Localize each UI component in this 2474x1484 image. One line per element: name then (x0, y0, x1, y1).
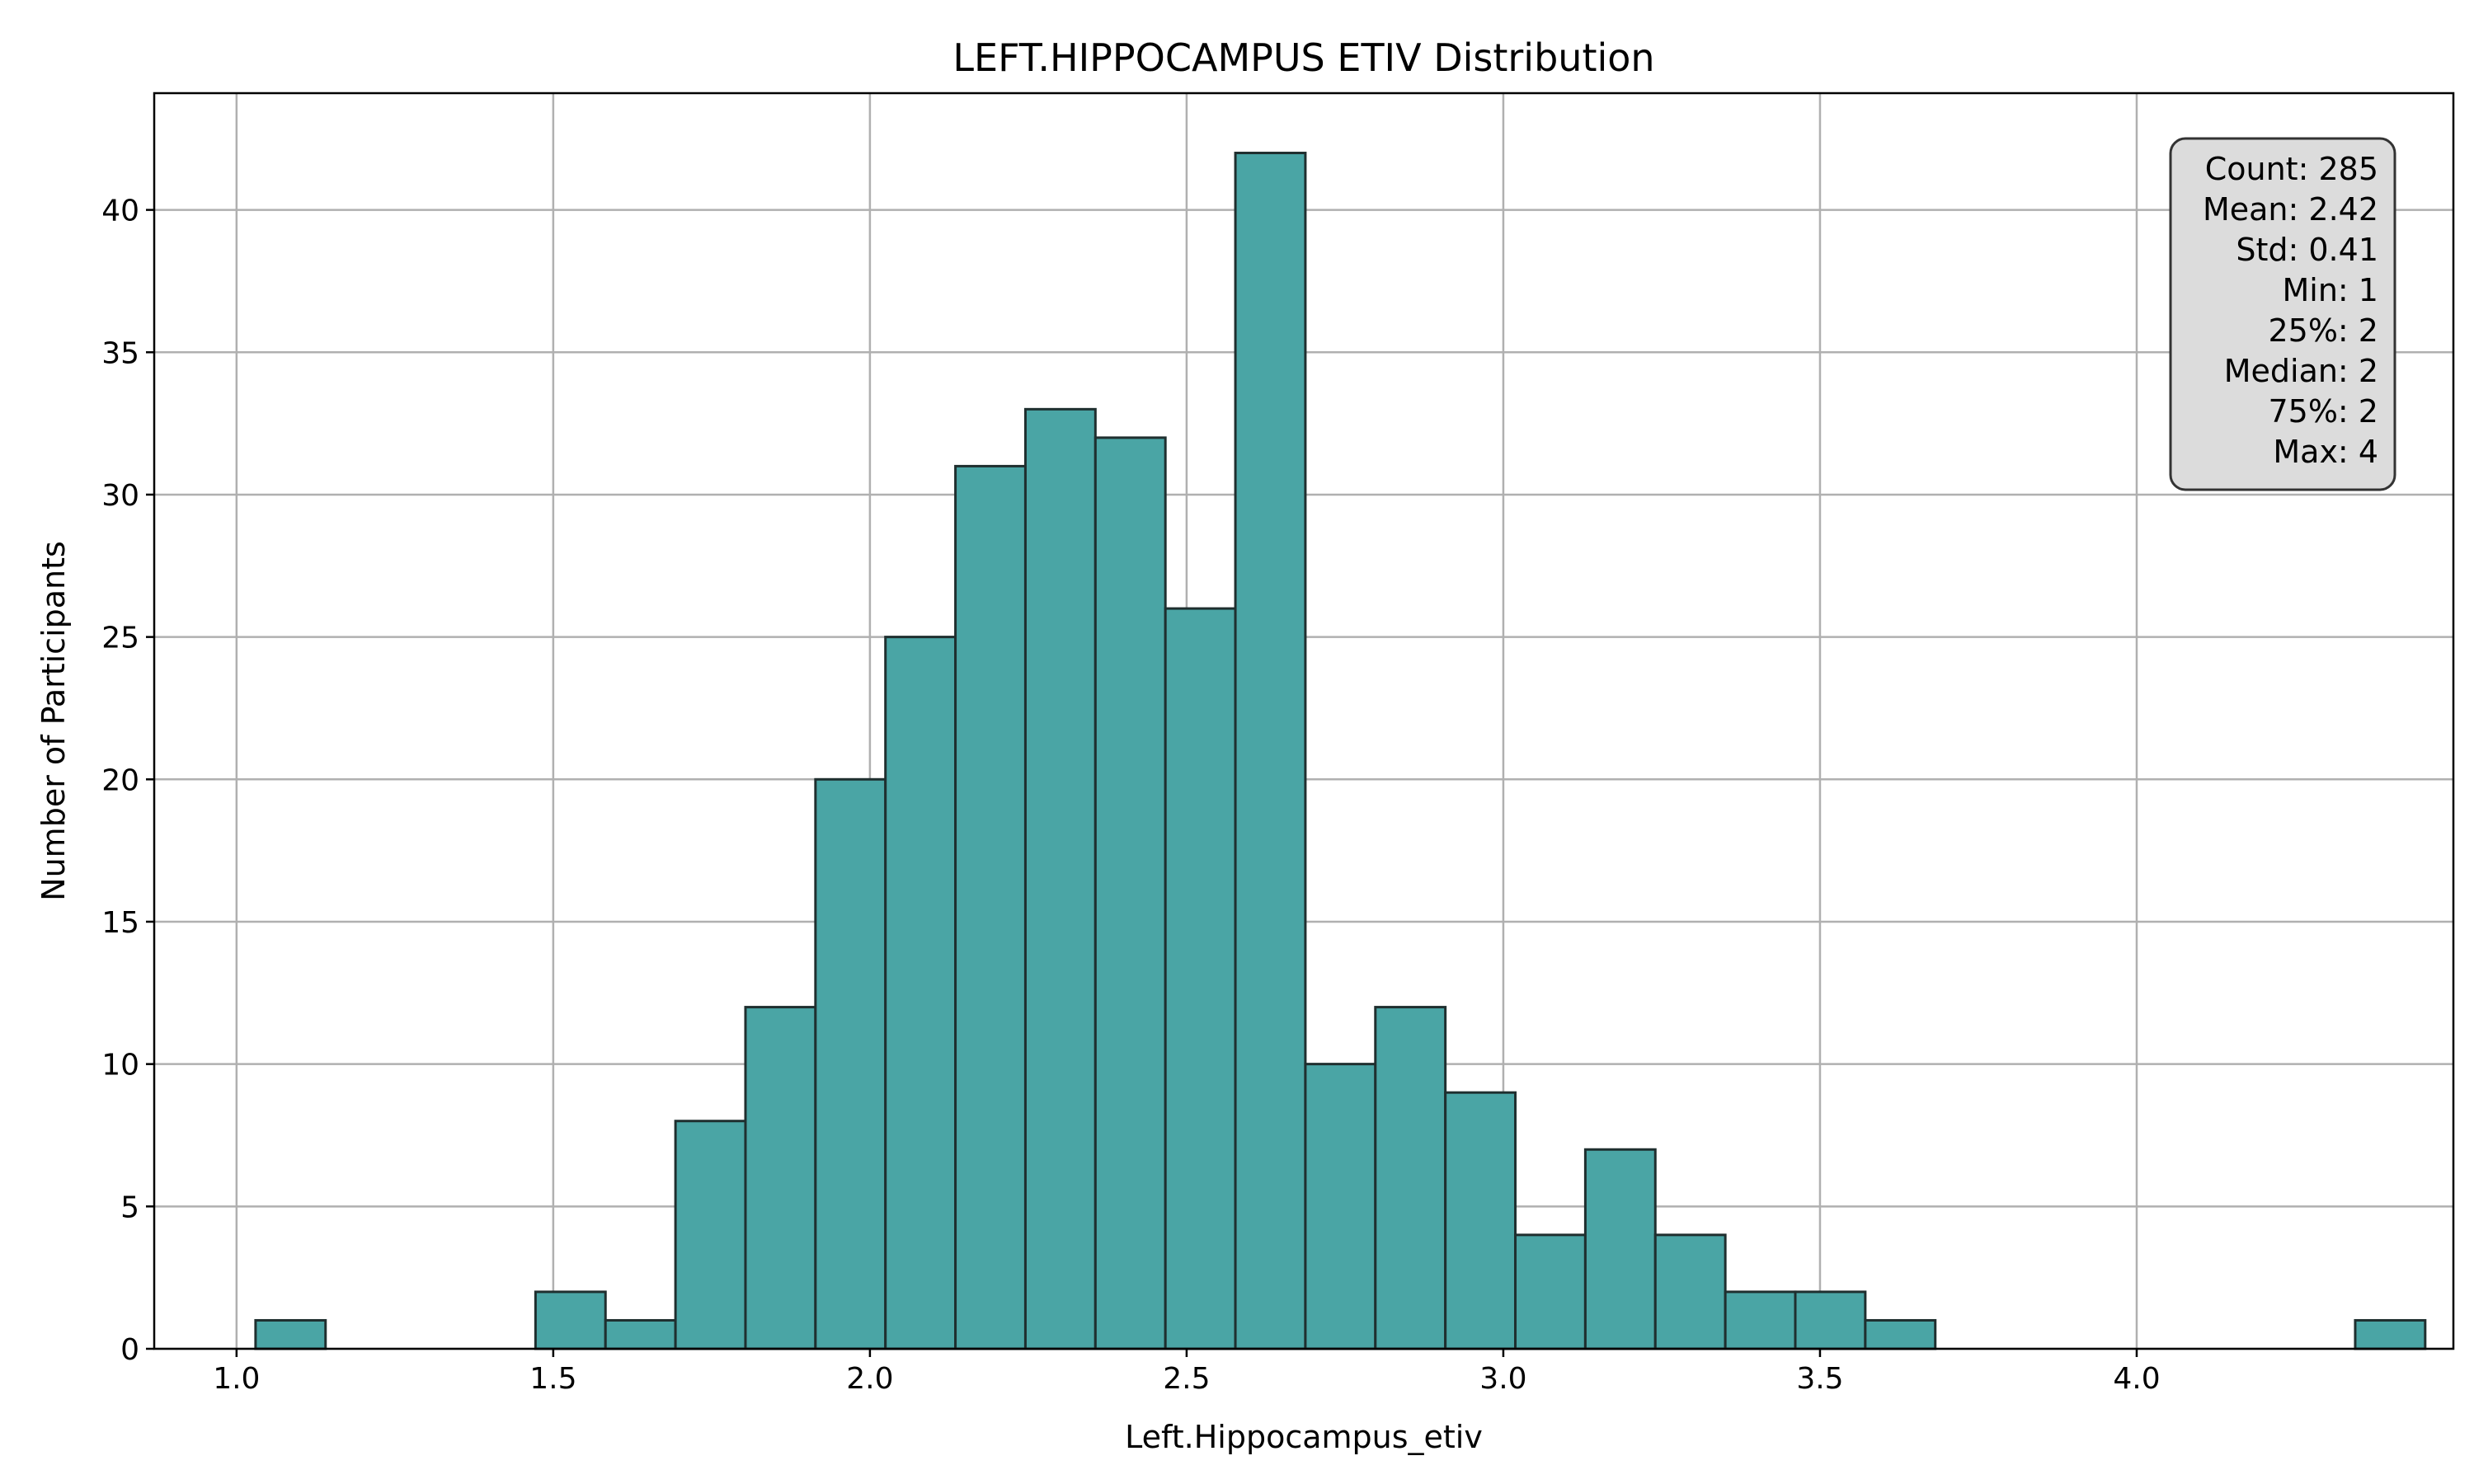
summary-stat-line: 75%: 2 (2268, 393, 2378, 430)
x-tick-label: 4.0 (2113, 1362, 2160, 1396)
histogram-bar (674, 1120, 747, 1350)
x-axis-title: Left.Hippocampus_etiv (1125, 1419, 1483, 1455)
summary-stat-line: Min: 1 (2283, 272, 2379, 308)
histogram-bar (1374, 1006, 1447, 1350)
histogram-bar (534, 1290, 607, 1350)
histogram-bar (2354, 1318, 2427, 1350)
histogram-bar (1164, 607, 1237, 1350)
x-tick-label: 3.0 (1479, 1362, 1526, 1396)
histogram-bar (1514, 1233, 1587, 1350)
histogram-bar (1583, 1148, 1657, 1350)
summary-stat-line: Std: 0.41 (2236, 232, 2378, 268)
y-tick-label: 10 (101, 1049, 139, 1082)
histogram-bar (814, 777, 887, 1350)
y-tick-label: 30 (101, 479, 139, 513)
histogram-bars (254, 152, 2427, 1350)
summary-stat-line: Max: 4 (2273, 434, 2378, 470)
y-tick-label: 25 (101, 622, 139, 655)
histogram-bar (1094, 436, 1167, 1350)
summary-stats-lines: Count: 285 Mean: 2.42 Std: 0.41 Min: 1 25%: … (2203, 151, 2378, 470)
histogram-bar (884, 636, 957, 1350)
histogram-bar (254, 1318, 327, 1350)
y-tick-label: 0 (120, 1333, 139, 1367)
summary-stat-line: Mean: 2.42 (2203, 191, 2378, 228)
y-tick-label: 40 (101, 195, 139, 228)
histogram-bar (954, 464, 1027, 1350)
y-tick-label: 5 (120, 1190, 139, 1224)
x-tick-label: 2.5 (1163, 1362, 1210, 1396)
summary-stats-background (2169, 137, 2396, 491)
summary-stat-line: Median: 2 (2224, 353, 2378, 389)
chart-title: LEFT.HIPPOCAMPUS ETIV Distribution (952, 35, 1654, 80)
x-tick-label: 1.0 (213, 1362, 260, 1396)
summary-stat-line: 25%: 2 (2268, 312, 2378, 349)
histogram-bar (1234, 152, 1307, 1350)
y-axis-ticks: 0 5 10 15 20 25 30 35 40 (101, 195, 154, 1367)
histogram-bar (744, 1006, 817, 1350)
histogram-bar (1724, 1290, 1797, 1350)
histogram-bar (1304, 1063, 1377, 1350)
y-tick-label: 20 (101, 763, 139, 797)
x-tick-label: 3.5 (1796, 1362, 1843, 1396)
x-axis-ticks: 1.0 1.5 2.0 2.5 3.0 3.5 4.0 (213, 1349, 2161, 1396)
x-tick-label: 1.5 (529, 1362, 576, 1396)
histogram-bar (1794, 1290, 1867, 1350)
summary-stat-line: Count: 285 (2205, 151, 2378, 187)
histogram-bar (1864, 1318, 1937, 1350)
plot-frame (153, 92, 2455, 1350)
x-tick-label: 2.0 (846, 1362, 893, 1396)
y-tick-label: 35 (101, 336, 139, 370)
histogram-bar (1444, 1091, 1517, 1350)
y-tick-label: 15 (101, 906, 139, 940)
histogram-bar (1023, 407, 1097, 1350)
summary-stats-box: Count: 285 Mean: 2.42 Std: 0.41 Min: 1 25%: … (2169, 137, 2396, 491)
histogram-bar (1653, 1233, 1727, 1350)
histogram-bar (604, 1318, 677, 1350)
y-axis-title: Number of Participants (35, 541, 72, 901)
